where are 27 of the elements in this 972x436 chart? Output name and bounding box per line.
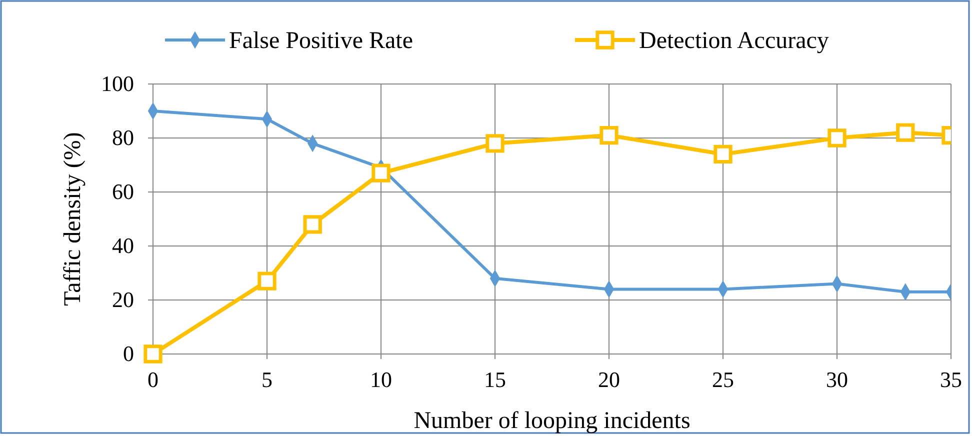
point [828, 128, 846, 148]
point [372, 164, 390, 182]
point [896, 123, 915, 142]
point [144, 344, 162, 364]
x-tick-label: 25 [712, 367, 734, 392]
point [600, 126, 618, 145]
x-tick-label: 0 [148, 367, 158, 392]
legend-label: Detection Accuracy [639, 28, 829, 54]
y-tick-label: 100 [101, 71, 134, 96]
x-tick-label: 35 [940, 367, 962, 392]
x-tick-label: 5 [262, 367, 272, 392]
point [714, 144, 732, 164]
y-tick-label: 60 [112, 179, 134, 204]
x-tick-label: 30 [826, 367, 848, 392]
point [486, 134, 504, 153]
y-tick-label: 40 [112, 233, 134, 258]
legend-label: False Positive Rate [229, 28, 413, 54]
y-tick-label: 80 [112, 125, 134, 150]
x-tick-label: 10 [370, 367, 392, 392]
point [303, 215, 322, 234]
y-tick-label: 20 [112, 287, 134, 312]
y-tick-label: 0 [123, 341, 134, 366]
x-tick-label: 20 [598, 367, 620, 392]
point [258, 272, 276, 290]
x-axis-title: Number of looping incidents [414, 408, 690, 434]
x-tick-label: 15 [484, 367, 506, 392]
y-axis-title: Taffic density (%) [60, 132, 86, 306]
